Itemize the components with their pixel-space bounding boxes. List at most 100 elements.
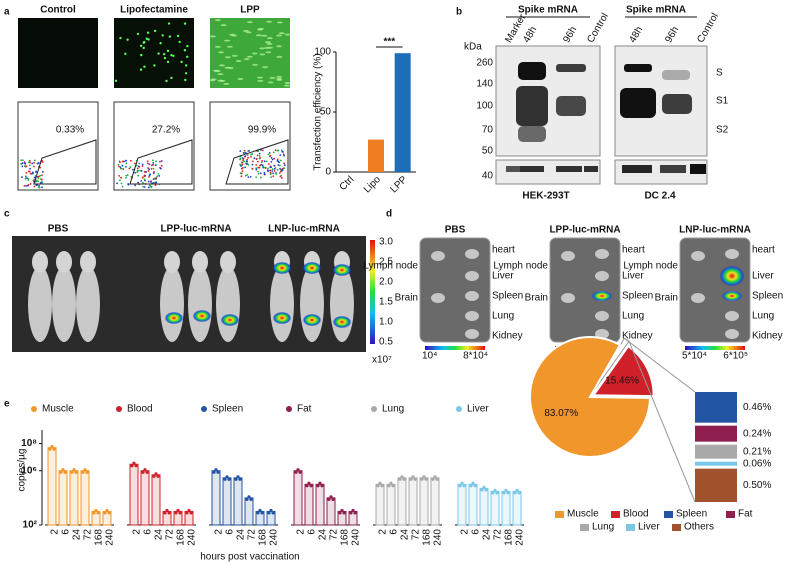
event xyxy=(29,172,32,175)
mouse-head xyxy=(220,251,236,273)
cell xyxy=(166,49,170,53)
event xyxy=(28,159,31,162)
cell xyxy=(224,66,231,69)
event xyxy=(119,167,122,170)
cell xyxy=(276,21,283,24)
breakdown-segment xyxy=(695,425,737,442)
cell xyxy=(142,41,145,44)
organ xyxy=(691,251,705,261)
organ xyxy=(465,329,479,339)
event xyxy=(277,164,280,166)
legend-swatch xyxy=(611,511,620,518)
event xyxy=(31,171,34,174)
event xyxy=(21,159,24,162)
event xyxy=(276,158,279,161)
event xyxy=(280,174,283,177)
bar xyxy=(80,470,90,526)
event xyxy=(259,156,261,159)
event xyxy=(21,176,23,179)
cell xyxy=(184,78,187,82)
event xyxy=(258,155,261,157)
legend-swatch xyxy=(672,524,681,531)
bar xyxy=(244,497,254,526)
label: Lipofectamine xyxy=(120,5,188,16)
dot xyxy=(495,491,499,495)
data-label: 0.06% xyxy=(743,458,771,469)
cell xyxy=(139,44,143,48)
gate xyxy=(129,139,193,185)
x-tick-label: 240 xyxy=(515,529,526,546)
dot xyxy=(163,511,167,515)
dot xyxy=(462,484,466,488)
mouse-body xyxy=(160,266,184,342)
event xyxy=(247,176,250,179)
event xyxy=(268,151,271,154)
x-tick-label: 240 xyxy=(433,529,444,546)
event xyxy=(257,150,260,153)
event xyxy=(274,167,277,169)
x-tick-label: 168 xyxy=(340,529,351,546)
event xyxy=(282,153,285,156)
organ xyxy=(595,311,609,321)
scale-tick: 0.5 xyxy=(379,337,393,348)
x-tick-label: 24 xyxy=(400,529,411,541)
event xyxy=(257,166,260,169)
data-label: 0.46% xyxy=(743,402,771,413)
legend-label: Spleen xyxy=(212,404,243,415)
event xyxy=(244,174,247,177)
event xyxy=(21,165,24,168)
dot xyxy=(83,468,87,472)
dot xyxy=(409,477,413,481)
x-tick-label: 24 xyxy=(482,529,493,541)
event xyxy=(148,163,151,166)
event xyxy=(141,176,144,179)
event xyxy=(146,162,149,165)
cell xyxy=(224,39,231,42)
band-label: S1 xyxy=(716,96,729,107)
bar xyxy=(386,483,396,526)
event xyxy=(117,163,120,166)
cell xyxy=(153,29,157,33)
color-scale xyxy=(370,240,375,344)
dot xyxy=(413,477,417,481)
event xyxy=(37,175,40,178)
dot xyxy=(70,470,74,474)
event xyxy=(255,176,258,179)
cell xyxy=(226,45,233,48)
dot xyxy=(152,474,156,478)
organ-label: Lung xyxy=(752,311,774,322)
bar xyxy=(326,497,336,526)
event xyxy=(150,181,152,183)
dot xyxy=(156,474,160,478)
cell xyxy=(266,20,273,23)
event xyxy=(245,160,248,163)
bar xyxy=(211,470,221,526)
cell xyxy=(214,45,221,48)
cell xyxy=(257,76,264,79)
cell xyxy=(186,55,189,58)
event xyxy=(26,184,29,187)
cell xyxy=(163,52,166,56)
event xyxy=(154,184,157,187)
bar xyxy=(419,477,429,526)
axis-title: Transfection efficiency (%) xyxy=(313,53,324,170)
event xyxy=(39,174,42,177)
legend-marker xyxy=(116,406,122,412)
event xyxy=(240,172,243,175)
bar xyxy=(140,470,150,526)
event xyxy=(243,160,245,163)
event xyxy=(256,154,259,157)
event xyxy=(142,181,144,184)
legend-marker xyxy=(371,406,377,412)
cell xyxy=(178,40,181,44)
event xyxy=(137,181,139,184)
organ xyxy=(691,293,705,303)
event xyxy=(252,160,254,163)
event xyxy=(250,153,252,156)
cell xyxy=(184,64,188,67)
event xyxy=(142,185,145,188)
pie-slice xyxy=(529,336,652,458)
x-tick-label: 2 xyxy=(50,529,61,535)
event xyxy=(154,177,157,180)
organ-label: Kidney xyxy=(752,331,783,342)
